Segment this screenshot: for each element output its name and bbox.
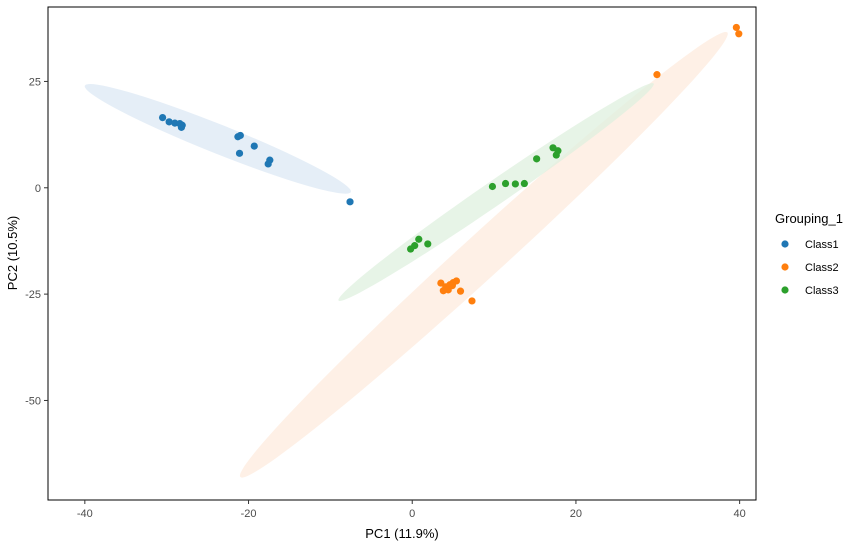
data-point-class1	[178, 121, 186, 129]
data-point-class2	[437, 279, 445, 287]
data-point-class3	[411, 242, 419, 250]
data-point-class2	[653, 71, 661, 79]
legend-label-class1: Class1	[805, 239, 839, 251]
x-tick-label: 20	[570, 508, 582, 520]
data-point-class1	[158, 113, 167, 122]
ellipses-layer	[84, 31, 728, 478]
y-tick-label: -25	[25, 289, 41, 301]
data-point-class1	[264, 160, 272, 168]
data-point-class3	[415, 235, 423, 243]
legend-title: Grouping_1	[775, 211, 843, 226]
legend-key-class1	[781, 240, 789, 248]
data-point-class3	[511, 180, 519, 188]
data-point-class3	[520, 179, 528, 188]
data-point-class1	[346, 198, 354, 206]
y-tick-label: 25	[29, 76, 41, 88]
y-tick-label: 0	[35, 183, 41, 195]
data-point-class3	[488, 182, 497, 191]
x-tick-label: 40	[734, 508, 746, 520]
data-point-class2	[735, 30, 743, 38]
data-point-class3	[533, 155, 541, 163]
y-axis-title: PC2 (10.5%)	[5, 216, 20, 290]
plot-panel-border	[47, 6, 757, 501]
data-point-class2	[452, 277, 461, 285]
points-layer	[158, 23, 743, 305]
data-point-class1	[235, 149, 244, 157]
data-point-class2	[468, 297, 476, 305]
legend-label-class2: Class2	[805, 262, 839, 274]
confidence-ellipse-class2	[239, 31, 728, 478]
data-point-class2	[456, 287, 465, 295]
x-tick-label: 0	[409, 508, 415, 520]
data-point-class3	[424, 240, 432, 248]
confidence-ellipse-class1	[84, 84, 351, 194]
data-point-class2	[732, 23, 740, 32]
legend-label-class3: Class3	[805, 285, 839, 297]
axes-layer: -40 -20 0 20 40 25 0 -25 -50	[25, 76, 746, 520]
data-point-class1	[236, 131, 244, 140]
data-point-class1	[250, 142, 258, 150]
legend-key-class2	[781, 263, 789, 271]
data-point-class3	[501, 179, 510, 188]
data-point-class2	[448, 282, 456, 290]
legend: Grouping_1 Class1 Class2 Class3	[775, 211, 843, 297]
y-tick-label: -50	[25, 395, 41, 407]
x-axis-title: PC1 (11.9%)	[365, 526, 438, 541]
x-tick-label: -40	[77, 508, 93, 520]
confidence-ellipse-class3	[338, 83, 654, 301]
legend-key-class3	[781, 286, 789, 294]
x-tick-label: -20	[241, 508, 257, 520]
data-point-class3	[552, 151, 560, 159]
data-point-class1	[165, 118, 173, 126]
